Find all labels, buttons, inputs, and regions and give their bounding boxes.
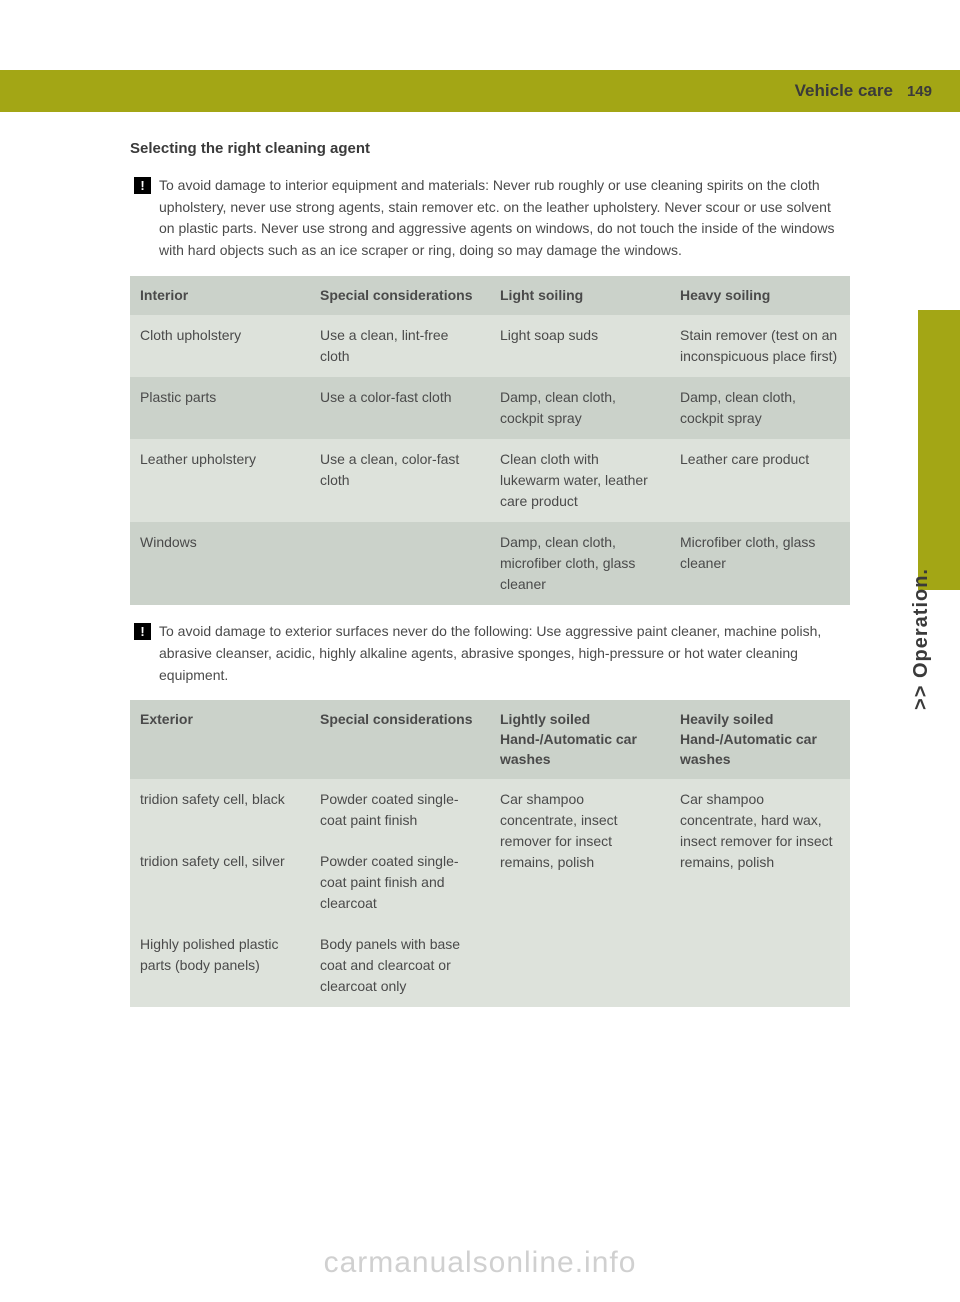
table-header-row: Exterior Special considerations Lightly … [130, 700, 850, 779]
warning-icon: ! [134, 623, 151, 640]
table-cell: Damp, clean cloth, cockpit spray [670, 377, 850, 439]
table-header-row: Interior Special considerations Light so… [130, 276, 850, 316]
notice-text: To avoid damage to interior equipment an… [159, 175, 850, 262]
warning-icon: ! [134, 177, 151, 194]
header-bar: Vehicle care 149 [0, 70, 960, 112]
watermark: carmanualsonline.info [0, 1246, 960, 1280]
notice-interior: ! To avoid damage to interior equipment … [130, 175, 850, 262]
table-cell: Leather care product [670, 439, 850, 522]
section-title: Selecting the right cleaning agent [130, 140, 850, 157]
table-header: Interior [130, 276, 310, 316]
table-header: Special considerations [310, 700, 490, 779]
page-number: 149 [907, 83, 932, 100]
table-cell: Use a color-fast cloth [310, 377, 490, 439]
table-header: Light soiling [490, 276, 670, 316]
table-cell: Use a clean, color-fast cloth [310, 439, 490, 522]
page-content: Selecting the right cleaning agent ! To … [130, 140, 850, 1023]
table-cell: Powder coated single-coat paint finish a… [310, 841, 490, 924]
table-cell: Body panels with base coat and clearcoat… [310, 924, 490, 1007]
header-title: Vehicle care [795, 81, 893, 101]
table-cell: Damp, clean cloth, cockpit spray [490, 377, 670, 439]
interior-table: Interior Special considerations Light so… [130, 276, 850, 606]
table-header: Lightly soiled Hand-/Automatic car washe… [490, 700, 670, 779]
table-cell: Powder coated single-coat paint finish [310, 779, 490, 841]
table-cell: Clean cloth with lukewarm water, leather… [490, 439, 670, 522]
table-row: Plastic parts Use a color-fast cloth Dam… [130, 377, 850, 439]
exterior-table: Exterior Special considerations Lightly … [130, 700, 850, 1007]
table-row: tridion safety cell, black Powder coated… [130, 779, 850, 841]
table-cell: Light soap suds [490, 315, 670, 377]
table-cell: Stain remover (test on an inconspicuous … [670, 315, 850, 377]
table-header: Heavily soiled Hand-/Automatic car washe… [670, 700, 850, 779]
table-cell: Microfiber cloth, glass cleaner [670, 522, 850, 605]
table-cell: Use a clean, lint-free cloth [310, 315, 490, 377]
header-line: Hand-/Automatic car washes [680, 731, 817, 767]
table-cell [310, 522, 490, 605]
table-cell: Leather upholstery [130, 439, 310, 522]
table-cell-merged: Car shampoo concentrate, insect remover … [490, 779, 670, 1007]
table-cell: tridion safety cell, silver [130, 841, 310, 924]
side-tab-label: >> Operation. [910, 568, 933, 710]
side-tab [918, 310, 960, 590]
table-row: Windows Damp, clean cloth, microfiber cl… [130, 522, 850, 605]
header-line: Heavily soiled [680, 711, 773, 727]
notice-text: To avoid damage to exterior surfaces nev… [159, 621, 850, 686]
table-header: Exterior [130, 700, 310, 779]
table-cell: Highly polished plastic parts (body pane… [130, 924, 310, 1007]
table-header: Heavy soiling [670, 276, 850, 316]
table-cell: Plastic parts [130, 377, 310, 439]
table-cell-merged: Car shampoo concentrate, hard wax, insec… [670, 779, 850, 1007]
header-line: Hand-/Automatic car washes [500, 731, 637, 767]
table-cell: Windows [130, 522, 310, 605]
table-cell: tridion safety cell, black [130, 779, 310, 841]
table-row: Leather upholstery Use a clean, color-fa… [130, 439, 850, 522]
table-header: Special considerations [310, 276, 490, 316]
notice-exterior: ! To avoid damage to exterior surfaces n… [130, 621, 850, 686]
header-line: Lightly soiled [500, 711, 590, 727]
table-cell: Damp, clean cloth, microfiber cloth, gla… [490, 522, 670, 605]
table-row: Cloth upholstery Use a clean, lint-free … [130, 315, 850, 377]
table-cell: Cloth upholstery [130, 315, 310, 377]
